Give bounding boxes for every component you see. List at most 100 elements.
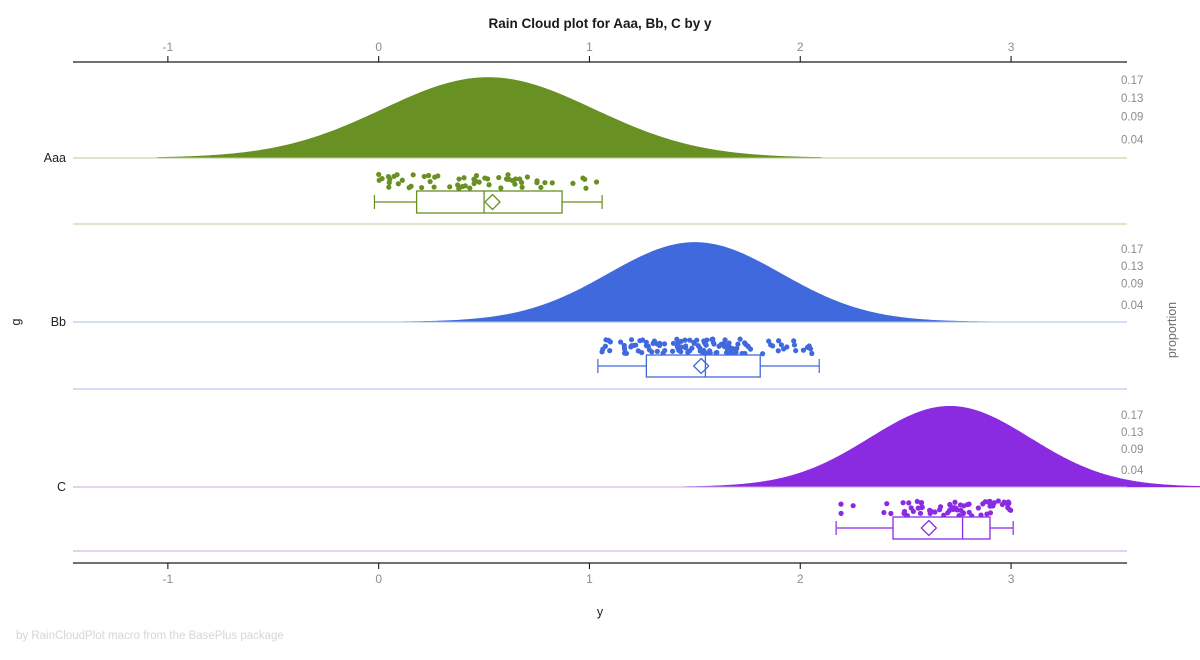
top-axis-tick-label: -1	[163, 40, 174, 54]
data-point	[984, 511, 990, 517]
data-point	[651, 338, 658, 344]
panel-aaa: 0.17 0.13 0.09 0.04 Aaa	[44, 75, 1144, 225]
data-point	[447, 184, 453, 190]
data-point	[394, 172, 400, 178]
data-point	[778, 342, 784, 348]
data-point	[689, 345, 695, 351]
data-point	[806, 343, 812, 349]
data-point	[918, 500, 925, 506]
proportion-tick-label: 0.09	[1121, 444, 1143, 456]
data-point	[713, 350, 719, 356]
data-point	[952, 499, 958, 505]
mean-diamond	[920, 519, 938, 537]
data-point	[710, 339, 717, 346]
jitter-points	[376, 171, 600, 192]
data-point	[408, 183, 414, 189]
data-point	[484, 176, 491, 182]
data-point	[635, 348, 641, 354]
data-point	[618, 339, 624, 345]
proportion-tick-label: 0.17	[1121, 410, 1143, 422]
data-point	[602, 343, 609, 349]
data-point	[914, 498, 920, 505]
data-point	[683, 343, 689, 349]
x-axis-title: y	[597, 605, 604, 619]
data-point	[900, 500, 906, 506]
data-point	[628, 337, 635, 343]
data-point	[549, 180, 555, 186]
proportion-tick-label: 0.09	[1121, 112, 1143, 124]
box-plot	[373, 190, 603, 214]
data-point	[593, 179, 600, 185]
proportion-tick-label: 0.04	[1121, 300, 1144, 312]
data-point	[735, 341, 741, 347]
data-point	[791, 338, 797, 344]
data-point	[1005, 505, 1011, 511]
data-point	[800, 347, 807, 353]
box-plot	[835, 516, 1014, 540]
data-point	[461, 175, 467, 181]
data-point	[999, 501, 1005, 508]
data-point	[784, 344, 790, 350]
data-point	[633, 342, 639, 348]
data-point	[661, 341, 668, 347]
data-point	[473, 178, 479, 184]
mean-diamond	[692, 357, 710, 375]
data-point	[809, 350, 815, 357]
data-point	[918, 504, 925, 511]
mean-diamond	[484, 193, 501, 211]
data-point	[906, 500, 912, 506]
data-point	[966, 509, 972, 515]
data-point	[519, 184, 525, 190]
data-point	[982, 499, 988, 505]
data-point	[966, 501, 972, 507]
data-point	[431, 184, 437, 190]
data-point	[376, 171, 382, 178]
data-point	[901, 510, 907, 517]
top-axis-tick-label: 2	[797, 40, 804, 54]
data-point	[937, 507, 943, 513]
bottom-axis-tick-label: -1	[163, 572, 174, 586]
data-point	[687, 337, 693, 343]
data-point	[695, 343, 701, 349]
data-point	[542, 180, 548, 186]
data-point	[538, 184, 544, 191]
data-point	[498, 185, 504, 191]
data-point	[881, 509, 887, 516]
data-point	[975, 505, 981, 511]
data-point	[509, 177, 515, 184]
category-label-c: C	[57, 480, 66, 494]
data-point	[734, 345, 740, 351]
data-point	[961, 503, 967, 509]
data-point	[727, 345, 733, 351]
density-curve	[157, 77, 822, 159]
proportion-tick-label: 0.09	[1121, 278, 1143, 290]
data-point	[670, 340, 677, 346]
panels: 0.170.130.090.04Aaa0.170.130.090.04Bb0.1…	[44, 75, 1200, 552]
data-point	[737, 336, 743, 342]
jitter-points	[838, 498, 1014, 519]
top-axis: -1 0 1 2 3	[73, 40, 1127, 63]
bottom-axis-tick-label: 0	[375, 572, 382, 586]
data-point	[427, 178, 433, 185]
bottom-axis-tick-label: 3	[1008, 572, 1015, 586]
data-point	[917, 510, 924, 516]
data-point	[603, 337, 609, 343]
top-axis-tick-label: 1	[586, 40, 593, 54]
data-point	[607, 339, 613, 345]
proportion-tick-label: 0.04	[1121, 465, 1144, 477]
category-label-aaa: Aaa	[44, 151, 66, 165]
right-axis-title: proportion	[1165, 302, 1179, 358]
data-point	[691, 340, 697, 346]
data-point	[888, 510, 894, 517]
data-point	[678, 349, 684, 355]
top-axis-tick-label: 0	[375, 40, 382, 54]
panel-c: 0.17 0.13 0.09 0.04 C	[57, 405, 1200, 552]
data-point	[517, 176, 523, 182]
proportion-tick-label: 0.13	[1121, 427, 1143, 439]
data-point	[733, 349, 739, 355]
data-point	[534, 178, 540, 184]
panel-bb: 0.17 0.13 0.09 0.04 Bb	[51, 242, 1144, 390]
data-point	[703, 342, 709, 348]
data-point	[456, 176, 462, 182]
